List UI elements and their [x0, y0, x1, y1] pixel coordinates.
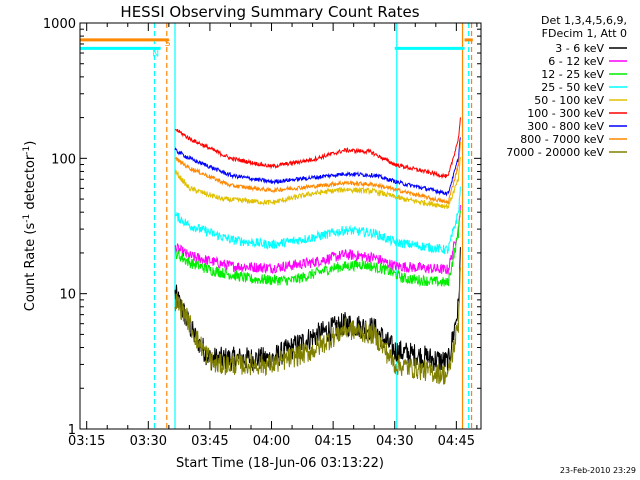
- x-axis: 03:15 03:30 03:45 04:00 04:15 04:30 04:45: [68, 23, 478, 449]
- legend-label-1: 3 - 6 keV: [555, 42, 604, 55]
- series-line-5: [174, 156, 461, 209]
- legend: Det 1,3,4,5,6,9,FDecim 1, Att 0 3 - 6 keV…: [506, 14, 627, 159]
- series-line-6: [174, 117, 461, 180]
- x-tick-label-4: 04:00: [253, 434, 290, 449]
- plot-area: SN: [80, 23, 473, 429]
- legend-header-1: Det 1,3,4,5,6,9,: [541, 14, 627, 27]
- legend-label-8: 800 - 7000 keV: [520, 133, 604, 146]
- x-tick-label-2: 03:30: [130, 434, 167, 449]
- x-axis-label: Start Time (18-Jun-06 03:13:22): [176, 456, 384, 471]
- legend-label-9: 7000 - 20000 keV: [506, 146, 604, 159]
- x-tick-label-3: 03:45: [191, 434, 228, 449]
- flag-S-label: S: [165, 39, 171, 49]
- x-tick-label-1: 03:15: [68, 434, 105, 449]
- y-tick-label-1: 1: [68, 423, 76, 438]
- timestamp: 23-Feb-2010 23:29: [560, 466, 636, 475]
- flag-N-label: N: [152, 49, 159, 59]
- chart-title: HESSI Observing Summary Count Rates: [120, 3, 419, 21]
- legend-label-5: 50 - 100 keV: [534, 94, 604, 107]
- series-line-7: [174, 137, 461, 197]
- y-tick-label-4: 1000: [43, 17, 76, 32]
- series-line-9: [174, 267, 461, 385]
- legend-label-2: 6 - 12 keV: [548, 55, 604, 68]
- x-tick-label-7: 04:45: [438, 434, 475, 449]
- plot-frame: [79, 22, 482, 430]
- y-tick-label-3: 100: [51, 152, 76, 167]
- series-line-4: [174, 186, 461, 255]
- x-tick-label-5: 04:15: [314, 434, 351, 449]
- series-line-8: [174, 142, 461, 205]
- legend-label-3: 12 - 25 keV: [541, 68, 604, 81]
- x-tick-label-6: 04:30: [376, 434, 413, 449]
- y-axis: 1 10 100 1000: [43, 17, 481, 438]
- series-line-3: [174, 210, 461, 288]
- legend-label-7: 300 - 800 keV: [527, 120, 604, 133]
- legend-label-6: 100 - 300 keV: [527, 107, 604, 120]
- series-line-2: [174, 204, 461, 275]
- y-tick-label-2: 10: [59, 288, 76, 303]
- y-axis-label: Count Rate (s-1 detector-1): [22, 141, 38, 312]
- legend-header-2: FDecim 1, Att 0: [542, 27, 627, 40]
- legend-label-4: 25 - 50 keV: [541, 81, 604, 94]
